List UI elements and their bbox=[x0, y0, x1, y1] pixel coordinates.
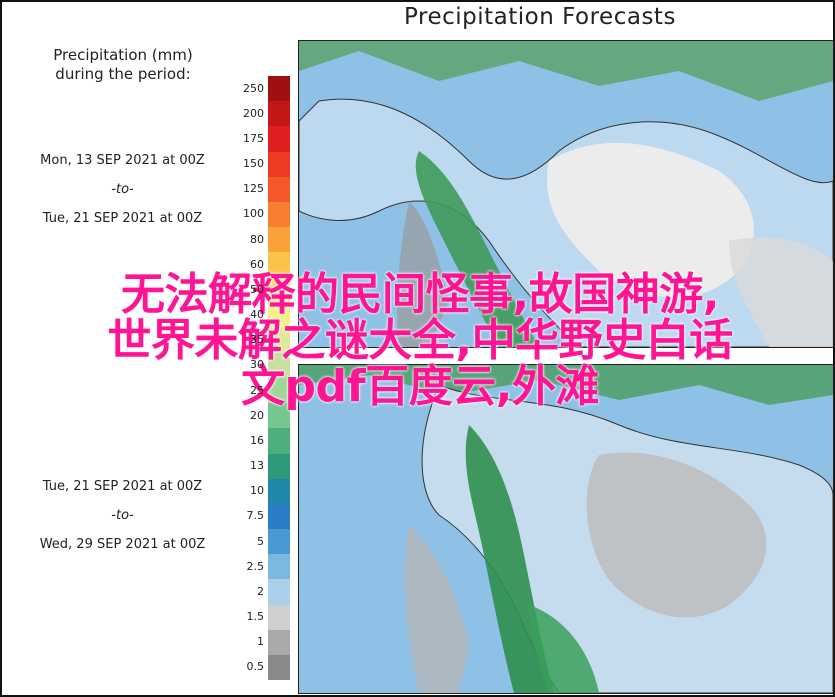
overlay-text: 无法解释的民间怪事,故国神游, 世界未解之谜大全,中华野史白话 文pdf百度云,… bbox=[20, 272, 820, 410]
colorbar-strip bbox=[268, 76, 290, 681]
colorbar-segment bbox=[268, 378, 290, 404]
colorbar-tick-label: 20 bbox=[250, 408, 264, 422]
colorbar-tick-label: 60 bbox=[250, 257, 264, 271]
dry-region-top bbox=[547, 142, 754, 298]
colorbar-tick-label: 175 bbox=[243, 131, 264, 145]
map-panel-top bbox=[298, 40, 834, 348]
colorbar-tick-label: 80 bbox=[250, 232, 264, 246]
colorbar-tick-label: 1 bbox=[257, 635, 264, 649]
southern-rain-bottom bbox=[529, 605, 599, 693]
east-gray-top bbox=[729, 237, 833, 347]
colorbar-segment bbox=[268, 252, 290, 278]
colorbar-segment bbox=[268, 654, 290, 681]
period-2-separator: -to- bbox=[111, 508, 134, 523]
legend-heading-line2: during the period: bbox=[55, 65, 191, 83]
pacific-gray-bottom bbox=[404, 525, 469, 693]
colorbar-tick-label: 200 bbox=[243, 106, 264, 120]
colorbar-segment bbox=[268, 101, 290, 127]
colorbar-tick-label: 1.5 bbox=[246, 610, 265, 624]
colorbar-segment bbox=[268, 352, 290, 379]
colorbar-segment bbox=[268, 327, 290, 354]
colorbar-segment bbox=[268, 201, 290, 228]
colorbar-tick-label: 30 bbox=[250, 358, 264, 372]
northern-rain-band-bottom bbox=[299, 365, 833, 405]
legend-heading: Precipitation (mm) during the period: bbox=[18, 46, 228, 84]
colorbar-segment bbox=[268, 227, 290, 253]
overlay-line1: 无法解释的民间怪事,故国神游, bbox=[121, 269, 719, 320]
period-2-start: Tue, 21 SEP 2021 at 00Z bbox=[42, 479, 203, 494]
period-1-end: Tue, 21 SEP 2021 at 00Z bbox=[42, 211, 203, 226]
colorbar-segment bbox=[268, 126, 290, 152]
map-panel-bottom bbox=[298, 364, 834, 694]
colorbar-segment bbox=[268, 503, 290, 530]
colorbar-segment bbox=[268, 478, 290, 505]
overlay-line3: 文pdf百度云,外滩 bbox=[241, 361, 599, 412]
period-1-separator: -to- bbox=[111, 182, 134, 197]
colorbar-tick-label: 100 bbox=[243, 207, 264, 221]
andes-rain-top bbox=[415, 151, 539, 347]
overlay-line2: 世界未解之谜大全,中华野史白话 bbox=[107, 315, 733, 366]
northern-rain-band bbox=[299, 41, 833, 101]
colorbar-tick-label: 35 bbox=[250, 333, 264, 347]
colorbar-tick-label: 125 bbox=[243, 182, 264, 196]
colorbar-tick-label: 250 bbox=[243, 81, 264, 95]
dry-region-bottom bbox=[586, 452, 767, 618]
colorbar-tick-label: 150 bbox=[243, 157, 264, 171]
andes-gray-top bbox=[397, 201, 449, 347]
colorbar-tick-label: 2 bbox=[257, 584, 264, 598]
figure-title: Precipitation Forecasts bbox=[404, 4, 676, 30]
colorbar-segment bbox=[268, 302, 290, 329]
colorbar-segment bbox=[268, 277, 290, 303]
colorbar-tick-label: 25 bbox=[250, 383, 264, 397]
colorbar-segment bbox=[268, 629, 290, 656]
colorbar-tick-label: 10 bbox=[250, 484, 264, 498]
colorbar-segment bbox=[268, 151, 290, 178]
colorbar-tick-label: 13 bbox=[250, 459, 264, 473]
colorbar-tick-label: 40 bbox=[250, 308, 264, 322]
colorbar-segment bbox=[268, 554, 290, 580]
colorbar-tick-label: 2.5 bbox=[246, 559, 265, 573]
colorbar-tick-label: 7.5 bbox=[246, 509, 265, 523]
colorbar-segment bbox=[268, 529, 290, 555]
colorbar-segment bbox=[268, 428, 290, 454]
period-2-label: Tue, 21 SEP 2021 at 00Z -to- Wed, 29 SEP… bbox=[10, 472, 235, 559]
colorbar-segment bbox=[268, 453, 290, 480]
map-top-svg bbox=[299, 41, 833, 347]
colorbar-tick-label: 0.5 bbox=[246, 660, 265, 674]
colorbar-segment bbox=[268, 579, 290, 605]
colorbar-segment bbox=[268, 176, 290, 203]
period-2-end: Wed, 29 SEP 2021 at 00Z bbox=[39, 537, 206, 552]
colorbar-tick-label: 50 bbox=[250, 282, 264, 296]
colorbar-segment bbox=[268, 76, 290, 102]
period-1-label: Mon, 13 SEP 2021 at 00Z -to- Tue, 21 SEP… bbox=[10, 146, 235, 233]
colorbar-segment bbox=[268, 403, 290, 429]
colorbar-tick-label: 16 bbox=[250, 433, 264, 447]
map-bottom-svg bbox=[299, 365, 833, 693]
legend-heading-line1: Precipitation (mm) bbox=[53, 46, 193, 64]
colorbar-tick-label: 5 bbox=[257, 534, 264, 548]
colorbar-segment bbox=[268, 604, 290, 631]
period-1-start: Mon, 13 SEP 2021 at 00Z bbox=[40, 153, 205, 168]
